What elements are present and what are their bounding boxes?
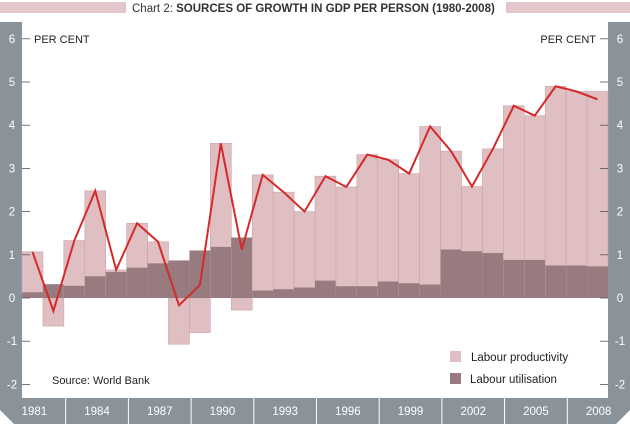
utilisation-bar	[273, 289, 295, 298]
x-tick-label: 1993	[272, 406, 298, 418]
productivity-bar	[293, 211, 316, 288]
x-axis-band	[0, 398, 630, 424]
y-tick-label-right: 0	[617, 293, 623, 305]
y-tick-label-left: -2	[7, 379, 17, 391]
utilisation-bar	[294, 287, 315, 298]
y-tick-label-left: 4	[9, 120, 16, 132]
utilisation-bar	[335, 286, 357, 298]
productivity-bar	[398, 173, 420, 284]
productivity-bar	[544, 86, 567, 266]
right-axis-panel	[608, 22, 630, 398]
utilisation-bar	[315, 280, 336, 298]
productivity-bar	[503, 105, 525, 261]
utilisation-bar	[147, 263, 169, 298]
left-axis-panel	[0, 22, 22, 398]
utilisation-bar	[356, 286, 378, 298]
utilisation-bar	[84, 276, 106, 298]
productivity-bar	[272, 191, 295, 290]
utilisation-bar	[210, 247, 232, 298]
x-tick-label: 2005	[523, 406, 549, 418]
utilisation-bar	[398, 283, 420, 298]
y-label-left: PER CENT	[34, 34, 90, 46]
y-tick-label-right: -2	[615, 379, 625, 391]
y-tick-label-left: 0	[9, 293, 15, 305]
productivity-bar	[147, 241, 169, 264]
utilisation-bar	[482, 253, 504, 298]
utilisation-bar	[231, 237, 253, 298]
title-band-right	[506, 2, 630, 13]
title-prefix: Chart 2:	[132, 3, 173, 15]
y-tick-label-left: 3	[9, 163, 15, 175]
line-layer	[31, 85, 598, 315]
x-tick-label: 1987	[147, 406, 173, 418]
productivity-bar	[482, 148, 504, 254]
utilisation-bar	[419, 284, 441, 298]
legend-label-productivity: Labour productivity	[471, 352, 568, 364]
y-tick-label-left: 6	[9, 34, 15, 46]
productivity-bar	[314, 175, 337, 282]
utilisation-bar	[126, 267, 148, 298]
y-tick-label-left: 5	[9, 77, 15, 89]
y-tick-label-right: -1	[615, 336, 625, 348]
utilisation-bar	[587, 266, 608, 298]
x-tick-label: 2008	[586, 406, 612, 418]
utilisation-bar	[105, 272, 127, 298]
chart-title: Chart 2: SOURCES OF GROWTH IN GDP PER PE…	[132, 3, 495, 15]
y-tick-label-left: -1	[7, 336, 17, 348]
utilisation-bar	[461, 251, 483, 298]
y-tick-label-right: 4	[617, 120, 624, 132]
productivity-bar	[419, 126, 441, 285]
productivity-bar	[356, 154, 379, 287]
y-tick-label-right: 2	[617, 207, 623, 219]
y-tick-label-right: 5	[617, 77, 623, 89]
utilisation-bar	[377, 281, 399, 298]
bars	[21, 86, 609, 345]
y-tick-label-left: 2	[9, 207, 15, 219]
x-tick-label: 2002	[460, 406, 486, 418]
legend-label-utilisation: Labour utilisation	[470, 374, 557, 386]
x-tick-label: 1990	[210, 406, 236, 418]
productivity-bar	[523, 115, 546, 261]
axes: -2 -2 -1 -1 0 0 1 1 2 2 3 3 4 4 5 5 6 6 1981 1984 1987 1990 19…	[7, 34, 625, 424]
productivity-bar	[251, 174, 274, 291]
y-tick-label-right: 3	[617, 163, 623, 175]
gdp-growth-line	[31, 85, 598, 315]
productivity-bar	[565, 91, 588, 266]
utilisation-bar	[189, 250, 211, 298]
x-tick-label: 1984	[84, 406, 110, 418]
utilisation-bar	[545, 265, 567, 298]
x-tick-label: 1981	[22, 406, 48, 418]
y-tick-label-right: 6	[617, 34, 623, 46]
utilisation-bar	[22, 292, 43, 298]
source-note: Source: World Bank	[52, 375, 150, 387]
y-tick-label-right: 1	[617, 250, 623, 262]
utilisation-bar	[566, 265, 588, 298]
utilisation-bar	[168, 260, 190, 298]
productivity-bar	[377, 159, 400, 282]
y-tick-label-left: 1	[9, 250, 15, 262]
legend-swatch-utilisation	[450, 373, 461, 384]
productivity-bar	[335, 186, 358, 287]
utilisation-bar	[503, 259, 525, 298]
y-label-right: PER CENT	[540, 34, 596, 46]
utilisation-bar	[524, 259, 546, 298]
utilisation-bar	[440, 249, 462, 298]
title-text: SOURCES OF GROWTH IN GDP PER PERSON (198…	[176, 3, 495, 15]
productivity-bar	[440, 150, 462, 250]
productivity-bar	[586, 91, 609, 267]
productivity-bar	[461, 186, 483, 252]
legend: Labour productivity Labour utilisation	[450, 351, 568, 386]
productivity-bar	[189, 297, 211, 333]
productivity-bar	[84, 190, 107, 277]
legend-swatch-productivity	[450, 351, 461, 362]
x-tick-label: 1996	[335, 406, 361, 418]
utilisation-bar	[252, 290, 274, 298]
productivity-bar	[230, 297, 253, 311]
title-band-left	[0, 2, 126, 13]
utilisation-bar	[63, 285, 85, 298]
x-tick-label: 1999	[398, 406, 424, 418]
